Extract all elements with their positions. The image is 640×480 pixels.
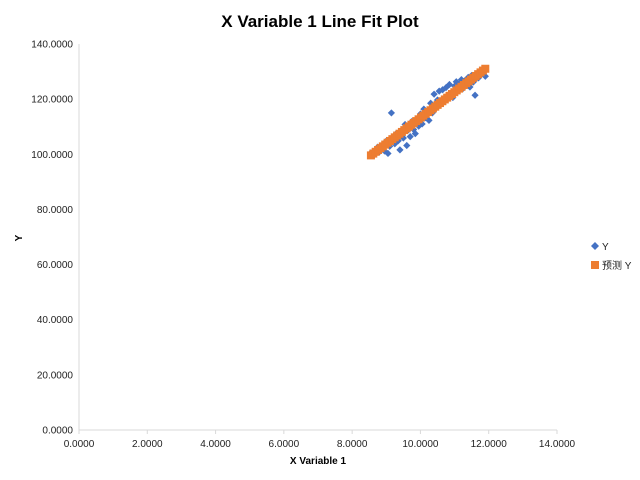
x-tick-label: 12.0000	[471, 439, 508, 450]
y-data-point	[445, 80, 454, 89]
y-data-point	[399, 134, 407, 142]
y-data-point	[427, 99, 435, 107]
y-data-point	[430, 90, 438, 98]
y-tick-label: 20.0000	[37, 370, 74, 381]
y-data-point	[411, 130, 419, 138]
x-tick-label: 6.0000	[269, 439, 300, 450]
x-axis-title: X Variable 1	[290, 456, 347, 467]
predicted-y-point	[481, 64, 490, 73]
y-tick-label: 60.0000	[37, 260, 74, 271]
y-data-point	[420, 105, 428, 113]
y-data-point	[387, 109, 396, 117]
y-tick-label: 80.0000	[37, 205, 74, 216]
y-data-point	[471, 91, 479, 99]
legend-predicted-y-marker	[591, 261, 599, 269]
x-tick-label: 8.0000	[337, 439, 368, 450]
series-predicted-y-points	[366, 64, 490, 160]
legend: Y 预测 Y	[591, 242, 632, 272]
y-tick-label: 0.0000	[42, 426, 73, 437]
x-tick-labels: 0.0000 2.0000 4.0000 6.0000 8.0000 10.0000 12.…	[64, 430, 576, 450]
x-tick-label: 10.0000	[402, 439, 439, 450]
y-data-point	[403, 141, 411, 150]
y-data-point	[439, 86, 447, 94]
legend-predicted-y-label: 预测 Y	[602, 259, 632, 272]
legend-y-label: Y	[602, 242, 609, 253]
y-tick-label: 100.0000	[31, 150, 73, 161]
y-data-point	[396, 146, 404, 154]
y-tick-label: 140.0000	[31, 40, 73, 51]
x-tick-label: 2.0000	[132, 439, 163, 450]
legend-y-marker	[591, 242, 599, 250]
y-data-point	[406, 133, 414, 141]
x-tick-label: 14.0000	[539, 439, 576, 450]
y-data-point	[457, 75, 465, 84]
y-tick-labels: 0.0000 20.0000 40.0000 60.0000 80.0000 100.00…	[31, 40, 73, 437]
y-tick-label: 120.0000	[31, 95, 73, 106]
y-tick-label: 40.0000	[37, 315, 74, 326]
x-tick-label: 0.0000	[64, 439, 95, 450]
y-axis-title: Y	[14, 234, 25, 241]
y-data-point	[418, 120, 426, 128]
x-tick-label: 4.0000	[200, 439, 231, 450]
y-data-point	[410, 125, 418, 134]
y-data-point	[384, 149, 392, 158]
chart-title: X Variable 1 Line Fit Plot	[221, 12, 419, 31]
